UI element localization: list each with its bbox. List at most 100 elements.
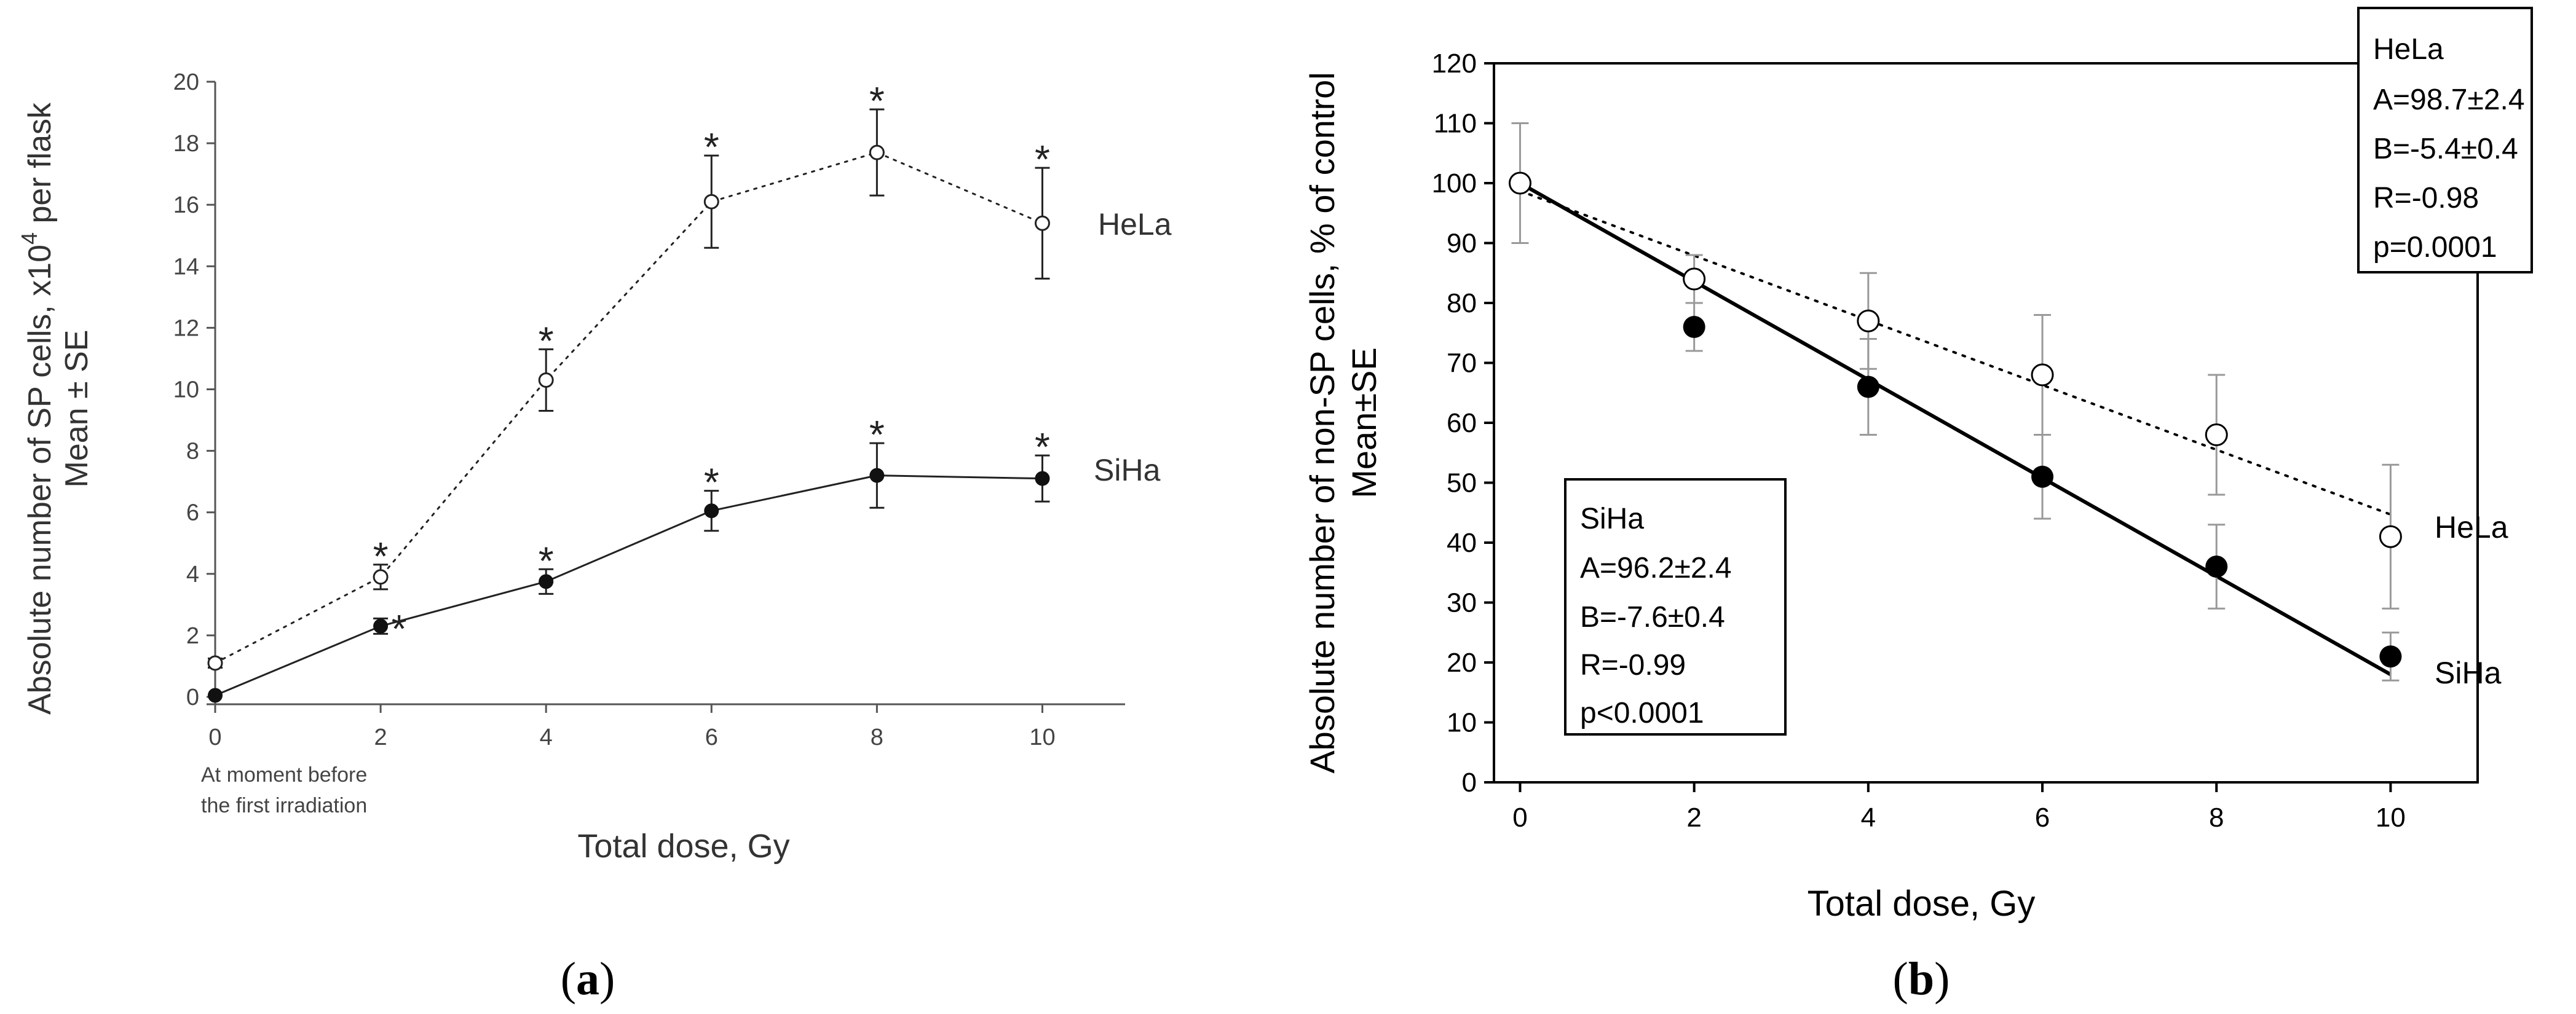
a-point-hela bbox=[869, 144, 885, 160]
b-point-hela bbox=[2205, 423, 2228, 446]
a-x-tick-label: 10 bbox=[1029, 725, 1055, 750]
b-y-tick-label: 70 bbox=[1447, 348, 1477, 379]
a-axes: 0 2 4 6 8 10 12 14 16 18 20 0 2 4 6 8 10 bbox=[173, 69, 1125, 750]
a-y-tick-label: 20 bbox=[173, 69, 199, 95]
b-x-tick-label: 10 bbox=[2376, 803, 2406, 833]
b-y-tick-label: 90 bbox=[1447, 229, 1477, 259]
b-y-tick-label: 120 bbox=[1432, 49, 1477, 79]
a-significance-siha: * bbox=[1035, 425, 1050, 469]
a-point-hela bbox=[373, 569, 389, 585]
a-line-hela bbox=[214, 151, 1043, 664]
a-x-note-line2: the first irradiation bbox=[201, 794, 367, 817]
a-significance-siha: * bbox=[539, 538, 554, 583]
a-y-tick-label: 16 bbox=[173, 192, 199, 218]
b-y-tick-label: 110 bbox=[1434, 109, 1477, 139]
a-significance-siha: * bbox=[392, 607, 407, 651]
b-point-hela bbox=[2379, 525, 2402, 548]
a-point-siha bbox=[869, 468, 885, 483]
a-legend-siha: SiHa bbox=[1094, 453, 1161, 487]
b-y-axis-label: Absolute number of non-SP cells, % of co… bbox=[1303, 72, 1383, 773]
b-y-tick-label: 20 bbox=[1447, 648, 1477, 678]
a-point-siha bbox=[704, 503, 719, 519]
a-point-siha bbox=[1035, 471, 1050, 486]
b-point-siha bbox=[2205, 556, 2228, 578]
a-point-siha bbox=[539, 574, 554, 589]
a-point-siha bbox=[208, 688, 223, 703]
b-stats-hela-r: R=-0.98 bbox=[2373, 182, 2479, 214]
b-point-siha bbox=[1683, 316, 1705, 338]
b-stats-box-hela: HeLa A=98.7±2.4 B=-5.4±0.4 R=-0.98 p=0.0… bbox=[2357, 7, 2533, 273]
a-y-label-line1: Absolute number of SP cells, x104 per fl… bbox=[17, 102, 58, 715]
a-y-tick-label: 6 bbox=[186, 500, 199, 526]
a-significance-hela: * bbox=[539, 318, 554, 363]
a-significance-hela: * bbox=[704, 125, 719, 169]
b-y-tick-label: 60 bbox=[1447, 408, 1477, 438]
b-y-label-line1: Absolute number of non-SP cells, % of co… bbox=[1303, 72, 1341, 773]
a-series: ********* * bbox=[207, 79, 1050, 703]
a-x-note-line1: At moment before bbox=[201, 763, 367, 787]
b-stats-hela-b: B=-5.4±0.4 bbox=[2373, 133, 2518, 165]
b-x-tick-label: 6 bbox=[2035, 803, 2050, 833]
a-point-siha bbox=[373, 618, 389, 634]
b-panel-caption: (b) bbox=[1893, 953, 1950, 1005]
b-fit-line-siha bbox=[1519, 181, 2392, 677]
b-y-tick-label: 100 bbox=[1432, 168, 1477, 198]
a-y-tick-label: 14 bbox=[173, 254, 199, 280]
b-stats-siha-b: B=-7.6±0.4 bbox=[1580, 601, 1725, 634]
b-y-tick-label: 30 bbox=[1447, 588, 1477, 618]
a-significance-hela: * bbox=[869, 79, 885, 123]
a-x-tick-label: 2 bbox=[374, 725, 387, 750]
b-legend-hela: HeLa bbox=[2435, 510, 2508, 544]
b-point-hela bbox=[1508, 171, 1531, 195]
b-stats-siha-title: SiHa bbox=[1580, 503, 1644, 535]
a-x-tick-label: 0 bbox=[208, 725, 221, 750]
a-line-siha bbox=[215, 474, 1043, 696]
b-stats-box-siha: SiHa A=96.2±2.4 B=-7.6±0.4 R=-0.99 p<0.0… bbox=[1564, 478, 1787, 736]
a-point-hela bbox=[538, 372, 554, 388]
a-point-hela bbox=[1034, 215, 1050, 231]
b-x-axis-label: Total dose, Gy bbox=[1808, 884, 2036, 924]
panel-b: 0 10 20 30 40 50 60 70 80 90 100 110 120 0 2 4 6 8 10 Abso… bbox=[1303, 7, 2533, 1005]
b-point-hela bbox=[2031, 363, 2054, 387]
a-point-hela bbox=[703, 194, 719, 210]
b-point-hela bbox=[1857, 309, 1880, 332]
b-axes: 0 10 20 30 40 50 60 70 80 90 100 110 120 0 2 4 6 8 10 bbox=[1432, 49, 2406, 833]
b-stats-hela-title: HeLa bbox=[2373, 33, 2444, 66]
b-point-siha bbox=[2031, 465, 2054, 488]
a-y-axis-label: Absolute number of SP cells, x104 per fl… bbox=[17, 102, 95, 715]
a-y-tick-label: 12 bbox=[173, 315, 199, 341]
b-point-siha bbox=[1857, 375, 1879, 398]
a-significance-hela: * bbox=[1035, 137, 1050, 181]
b-x-tick-label: 0 bbox=[1512, 803, 1527, 833]
b-point-hela bbox=[1683, 267, 1706, 291]
b-y-tick-label: 50 bbox=[1447, 468, 1477, 498]
a-significance-hela: * bbox=[373, 534, 389, 578]
b-y-tick-label: 0 bbox=[1462, 768, 1477, 798]
b-stats-siha-r: R=-0.99 bbox=[1580, 649, 1686, 682]
b-stats-hela-p: p=0.0001 bbox=[2373, 231, 2497, 264]
a-y-tick-label: 0 bbox=[186, 685, 199, 710]
a-panel-caption: (a) bbox=[561, 953, 615, 1005]
a-y-tick-label: 2 bbox=[186, 623, 199, 649]
a-y-tick-label: 4 bbox=[186, 562, 199, 588]
b-legend-siha: SiHa bbox=[2435, 656, 2502, 690]
a-x-tick-label: 8 bbox=[871, 725, 883, 750]
b-x-tick-label: 8 bbox=[2209, 803, 2224, 833]
a-y-tick-label: 18 bbox=[173, 131, 199, 157]
b-series bbox=[1508, 122, 2402, 682]
a-significance-siha: * bbox=[869, 412, 885, 457]
a-x-tick-label: 6 bbox=[705, 725, 718, 750]
b-point-siha bbox=[2379, 645, 2402, 668]
b-fit-line-hela bbox=[1519, 189, 2392, 516]
a-significance-siha: * bbox=[704, 460, 719, 505]
a-y-tick-label: 8 bbox=[186, 439, 199, 465]
a-legend-hela: HeLa bbox=[1098, 207, 1172, 242]
b-y-label-line2: Mean±SE bbox=[1345, 347, 1383, 498]
b-stats-siha-a: A=96.2±2.4 bbox=[1580, 552, 1732, 584]
b-stats-siha-p: p<0.0001 bbox=[1580, 697, 1704, 729]
a-point-hela bbox=[207, 655, 223, 671]
a-y-label-line2: Mean ± SE bbox=[59, 330, 95, 488]
b-y-tick-label: 40 bbox=[1447, 528, 1477, 558]
